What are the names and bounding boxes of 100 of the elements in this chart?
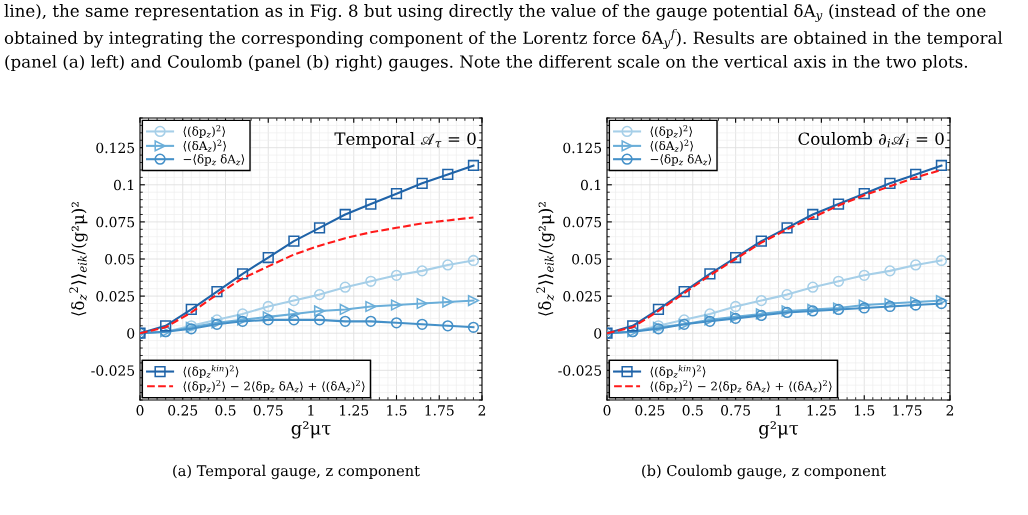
y-tick-label: 0.05 (572, 253, 602, 265)
point (288, 314, 300, 326)
legend-label: ⟨(δp$_{z}$$^{kin}$)$^{2}$⟩ (650, 365, 706, 379)
legend-label: ⟨(δA$_{z}$)$^{2}$⟩ (183, 139, 226, 152)
point (365, 275, 377, 287)
point (442, 296, 454, 308)
point (884, 265, 896, 277)
point (935, 254, 948, 267)
y-tick-label: 0.1 (580, 179, 601, 191)
point (858, 269, 870, 281)
point (467, 294, 480, 307)
point (288, 308, 300, 320)
point (339, 208, 351, 221)
x-tick-label: 1.75 (425, 405, 454, 416)
point (390, 188, 403, 200)
point (288, 294, 300, 307)
legend-label: ⟨(δA$_{z}$)$^{2}$⟩ (650, 139, 693, 152)
x-tick-label: 0.5 (682, 405, 703, 416)
point (807, 281, 819, 293)
point (755, 235, 767, 247)
y-tick-label: -0.025 (91, 365, 135, 376)
point (390, 269, 403, 281)
text: Coulomb ∂$_{i}$𝒜$_{i}$ = 0 (798, 132, 944, 148)
x-tick-label: 0 (136, 405, 144, 416)
point (185, 303, 197, 316)
point (339, 281, 351, 293)
point (236, 268, 249, 280)
point (313, 222, 326, 234)
point (627, 320, 639, 332)
y-axis-title: ⟨δ$_{z}$$^{2}$⟩⟩$_{eik}$/(g²μ)² (69, 202, 88, 316)
point (160, 320, 172, 332)
point (365, 300, 377, 313)
x-tick-label: 0.75 (253, 405, 283, 416)
point (313, 288, 326, 301)
text: ⟨(δp$_{z}$)$^{2}$⟩ − 2⟨δp$_{z}$ δA$_{z}$⟩ + ⟨(δA$_{z}$)$^{2}$⟩ (650, 379, 832, 393)
y-tick-label: 0.125 (563, 142, 602, 154)
y-tick-label: 0.075 (96, 216, 135, 228)
point (416, 297, 428, 310)
y-tick-label: 0.1 (113, 179, 134, 191)
legend-label: ⟨(δp$_{z}$$^{kin}$)$^{2}$⟩ (183, 365, 239, 379)
point (729, 251, 742, 264)
point (416, 265, 428, 277)
text: line), the same representation as in Fig. 8 but using directly the value of the gauge potential δA$_{y}$ (instead of the one obtained by integrating the corresponding component of the Lorentz force δA$_{y}$$^{f}$). Results are obtained in the temporal (panel (a) left) and Coulomb (panel (b) right) gauges. Note the different scale on the vertical axis in the two plots. (4, 4, 1003, 72)
y-tick-label: 0 (594, 328, 602, 339)
x-tick-label: 1 (308, 405, 314, 416)
point (339, 303, 351, 316)
y-tick-label: 0.025 (96, 291, 135, 302)
point (704, 308, 716, 320)
x-tick-label: 1.75 (893, 405, 922, 416)
point (678, 286, 690, 298)
x-tick-label: 2 (946, 405, 954, 416)
x-axis-title: g²μτ (291, 421, 331, 439)
point (884, 177, 896, 189)
y-tick-label: 0.125 (96, 142, 135, 154)
x-tick-label: 0 (603, 405, 611, 416)
point (262, 300, 274, 313)
x-tick-label: 1.5 (854, 405, 875, 416)
y-axis-title: ⟨δ$_{z}$$^{2}$⟩⟩$_{eik}$/(g²μ)² (536, 202, 555, 316)
point (781, 288, 793, 301)
point (442, 259, 454, 271)
point (729, 300, 742, 313)
y-tick-label: 0.075 (563, 216, 602, 228)
point (236, 308, 249, 320)
x-tick-label: 0.25 (635, 405, 665, 416)
point (339, 315, 351, 327)
legend-label: ⟨(δp$_{z}$)$^{2}$⟩ (650, 125, 692, 138)
point (416, 177, 428, 189)
point (467, 254, 480, 267)
point (211, 286, 223, 298)
legend-label: −⟨δp$_{z}$ δA$_{z}$⟩ (183, 154, 245, 166)
point (416, 318, 428, 330)
point (390, 299, 403, 311)
x-tick-label: 1.25 (339, 405, 369, 416)
point (755, 294, 767, 307)
point (288, 235, 300, 247)
x-tick-label: 2 (478, 405, 486, 416)
x-tick-label: 1.25 (807, 405, 836, 416)
x-tick-label: 0.75 (721, 405, 751, 416)
text: (b) Coulomb gauge, z component (642, 464, 886, 480)
point (390, 317, 403, 329)
point (832, 198, 845, 210)
x-tick-label: 1.5 (387, 405, 407, 416)
y-tick-label: 0.05 (105, 253, 135, 265)
y-tick-label: -0.025 (558, 365, 602, 376)
point (262, 251, 274, 264)
point (832, 275, 845, 287)
point (313, 305, 326, 317)
point (652, 303, 665, 316)
legend-label: ⟨(δp$_{z}$)$^{2}$⟩ (183, 125, 225, 138)
point (467, 159, 480, 172)
point (442, 320, 454, 332)
y-tick-label: 0 (127, 328, 135, 339)
text: (a) Temporal gauge, z component (173, 464, 420, 480)
x-tick-label: 0.5 (215, 405, 236, 416)
point (313, 314, 326, 326)
x-tick-label: 0.25 (168, 405, 198, 416)
point (365, 198, 377, 210)
point (781, 222, 793, 234)
point (858, 188, 870, 200)
point (365, 315, 377, 327)
